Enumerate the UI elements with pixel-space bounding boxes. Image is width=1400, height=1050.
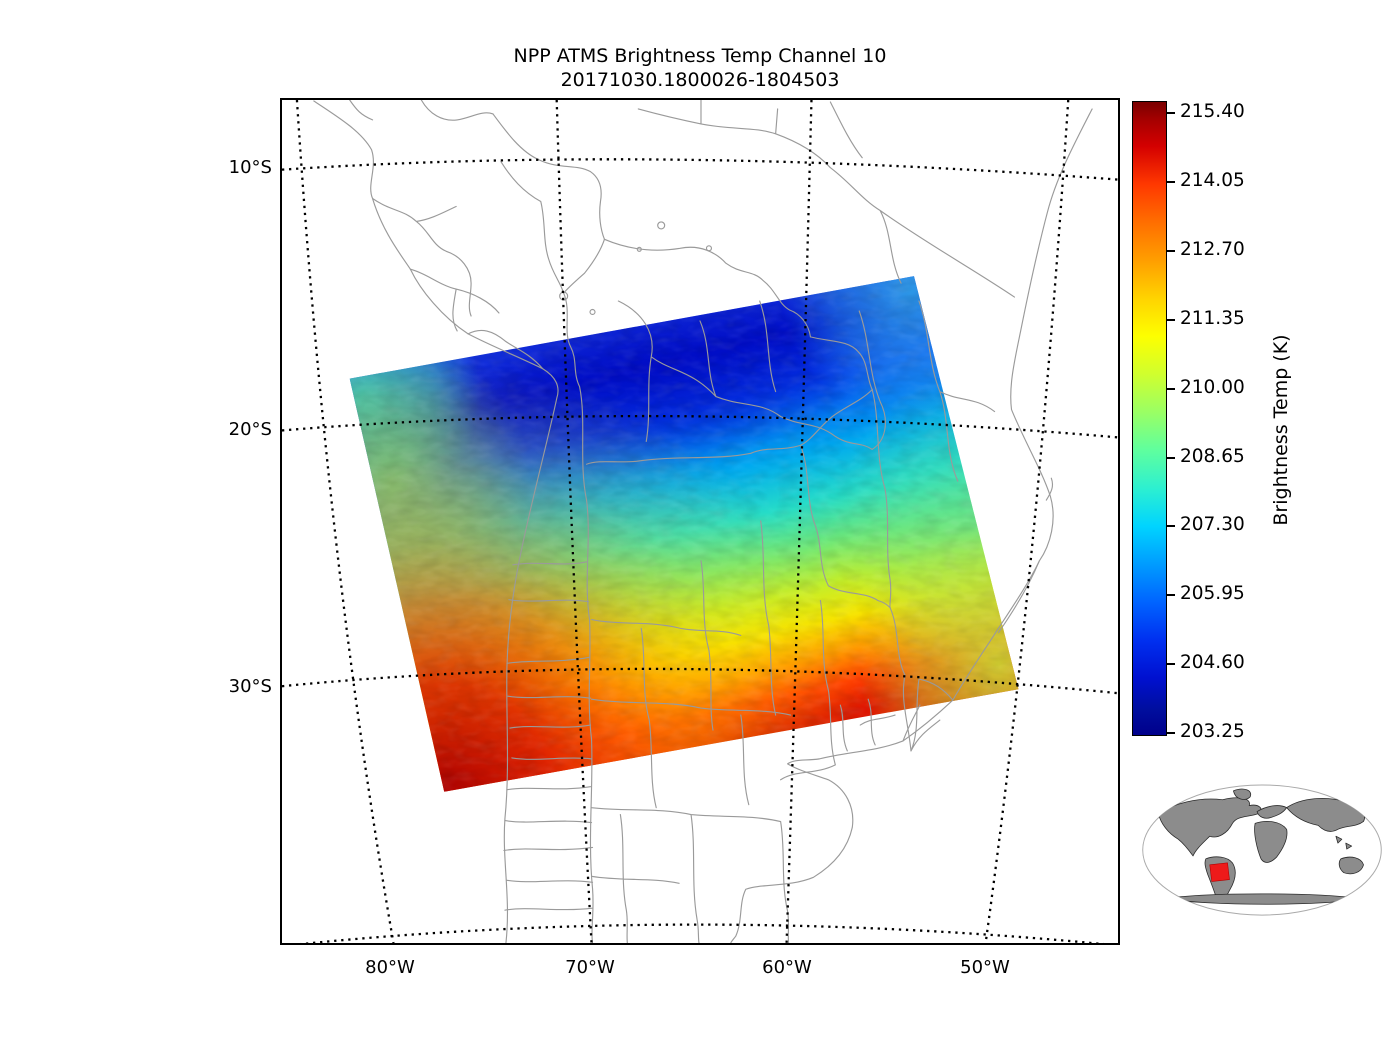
coastline-borders xyxy=(313,100,1093,943)
inset-island-1 xyxy=(1335,835,1343,844)
map-frame xyxy=(280,98,1120,945)
lon-tick-label: 50°W xyxy=(960,957,1010,978)
lat-tick-label: 10°S xyxy=(228,157,272,178)
lat-tick-label: 20°S xyxy=(228,419,272,440)
colorbar-tick xyxy=(1167,249,1175,252)
andes-border xyxy=(563,292,594,943)
colorbar-tick xyxy=(1167,318,1175,321)
inset-africa xyxy=(1254,821,1288,863)
map-svg xyxy=(282,100,1118,943)
colorbar-tick-label: 211.35 xyxy=(1180,307,1245,329)
gridline-50W xyxy=(984,100,1070,943)
swath xyxy=(349,276,1019,792)
inset-greenland xyxy=(1233,788,1252,800)
colorbar-tick xyxy=(1167,456,1175,459)
lon-tick-label: 70°W xyxy=(565,957,615,978)
colorbar-axis-label: Brightness Temp (K) xyxy=(1270,334,1292,526)
inset-australia xyxy=(1338,856,1364,875)
inset-island-2 xyxy=(1345,842,1353,850)
figure-title-line2: 20171030.1800026-1804503 xyxy=(560,69,840,91)
gridline-80W xyxy=(295,100,395,943)
graticule xyxy=(282,100,1118,943)
colorbar-tick xyxy=(1167,180,1175,183)
colorbar-tick-label: 212.70 xyxy=(1180,238,1245,260)
inset-north-america xyxy=(1158,797,1262,857)
colorbar-tick xyxy=(1167,525,1175,528)
colorbar-tick-label: 215.40 xyxy=(1180,101,1245,122)
colorbar-tick xyxy=(1167,732,1175,735)
figure-title-line1: NPP ATMS Brightness Temp Channel 10 xyxy=(513,45,887,67)
inset-swath-footprint xyxy=(1209,862,1230,882)
gridline-30S xyxy=(282,667,1118,695)
colorbar-tick xyxy=(1167,594,1175,597)
colorbar-tick-label: 204.60 xyxy=(1180,652,1245,674)
inset-europe xyxy=(1256,805,1288,819)
figure-title: NPP ATMS Brightness Temp Channel 10 2017… xyxy=(280,44,1120,92)
gridline-10S xyxy=(282,158,1118,181)
colorbar-tick xyxy=(1167,387,1175,390)
lat-tick-label: 30°S xyxy=(228,676,272,697)
colorbar-tick-label: 210.00 xyxy=(1180,376,1245,398)
atlantic-coastline xyxy=(730,108,1093,943)
colorbar-tick xyxy=(1167,663,1175,666)
gridline-20S xyxy=(282,414,1118,439)
colorbar-tick xyxy=(1167,112,1175,114)
colorbar-tick-label: 208.65 xyxy=(1180,445,1245,467)
lon-tick-label: 80°W xyxy=(365,957,415,978)
swath-noise-light xyxy=(349,276,1019,792)
gridline-40S xyxy=(300,923,1105,943)
colorbar-tick-label: 205.95 xyxy=(1180,583,1245,605)
colorbar-tick-label: 203.25 xyxy=(1180,721,1245,743)
inset-world-map xyxy=(1142,784,1382,916)
colorbar-tick-label: 207.30 xyxy=(1180,514,1245,536)
colorbar-tick-label: 214.05 xyxy=(1180,169,1245,191)
lon-tick-label: 60°W xyxy=(762,957,812,978)
colorbar-gradient xyxy=(1132,101,1167,736)
